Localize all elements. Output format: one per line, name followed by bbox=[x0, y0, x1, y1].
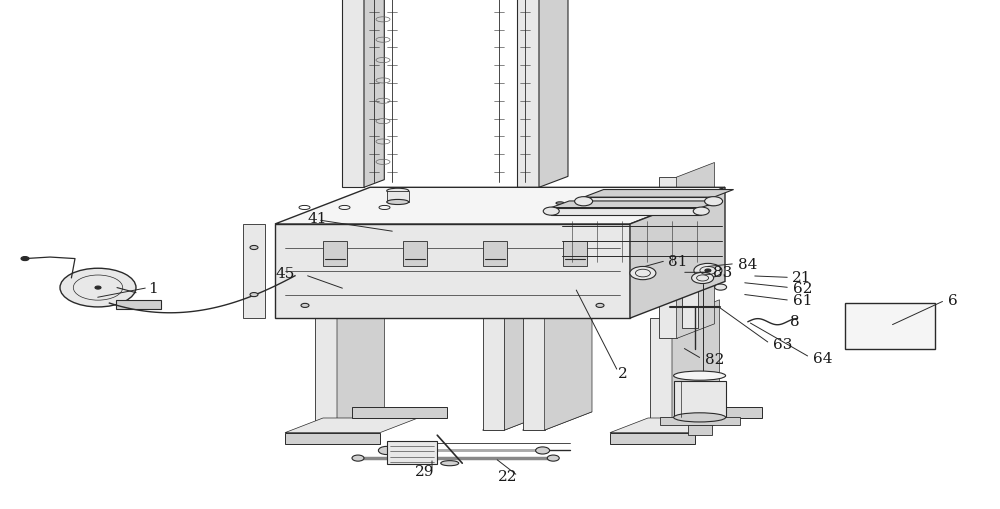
Ellipse shape bbox=[250, 293, 258, 297]
Ellipse shape bbox=[387, 200, 409, 205]
Bar bbox=[315, 318, 337, 430]
Text: 45: 45 bbox=[276, 267, 295, 281]
Text: 8: 8 bbox=[790, 315, 800, 329]
Bar bbox=[116, 300, 161, 309]
Text: 64: 64 bbox=[813, 352, 832, 366]
Polygon shape bbox=[630, 187, 725, 318]
Ellipse shape bbox=[556, 202, 564, 204]
Text: 6: 6 bbox=[948, 294, 958, 308]
Ellipse shape bbox=[694, 263, 722, 277]
Polygon shape bbox=[342, 0, 364, 187]
Bar bbox=[660, 417, 740, 425]
Ellipse shape bbox=[543, 207, 559, 215]
Polygon shape bbox=[364, 0, 384, 187]
Ellipse shape bbox=[387, 188, 409, 193]
Polygon shape bbox=[551, 201, 719, 208]
Polygon shape bbox=[504, 300, 552, 430]
Bar bbox=[682, 253, 698, 328]
Polygon shape bbox=[523, 412, 592, 430]
Ellipse shape bbox=[95, 286, 101, 289]
Ellipse shape bbox=[630, 266, 656, 279]
Polygon shape bbox=[584, 197, 714, 205]
Polygon shape bbox=[610, 418, 733, 433]
Ellipse shape bbox=[616, 202, 624, 204]
Ellipse shape bbox=[536, 447, 550, 454]
Polygon shape bbox=[676, 162, 714, 338]
Ellipse shape bbox=[693, 207, 709, 215]
Bar bbox=[387, 191, 409, 202]
Bar bbox=[403, 241, 427, 266]
Text: 82: 82 bbox=[705, 353, 724, 367]
Text: 63: 63 bbox=[773, 337, 792, 352]
Bar bbox=[845, 303, 935, 349]
Ellipse shape bbox=[636, 202, 644, 204]
Ellipse shape bbox=[674, 413, 726, 422]
Polygon shape bbox=[545, 300, 592, 430]
Ellipse shape bbox=[596, 202, 604, 204]
Bar bbox=[243, 224, 265, 318]
Ellipse shape bbox=[674, 371, 726, 380]
Text: 62: 62 bbox=[793, 282, 812, 296]
Ellipse shape bbox=[441, 461, 459, 466]
Ellipse shape bbox=[352, 455, 364, 461]
Bar bbox=[523, 318, 545, 430]
Ellipse shape bbox=[250, 245, 258, 249]
Polygon shape bbox=[539, 0, 568, 187]
Text: 61: 61 bbox=[793, 294, 812, 308]
Ellipse shape bbox=[547, 455, 559, 461]
Ellipse shape bbox=[378, 446, 394, 455]
Bar bbox=[563, 241, 587, 266]
Text: 21: 21 bbox=[792, 271, 812, 285]
Ellipse shape bbox=[715, 284, 727, 290]
Polygon shape bbox=[315, 412, 384, 430]
Bar bbox=[658, 177, 676, 338]
Text: 29: 29 bbox=[415, 465, 435, 479]
Polygon shape bbox=[275, 224, 630, 318]
Polygon shape bbox=[285, 418, 418, 433]
Bar bbox=[483, 241, 507, 266]
Polygon shape bbox=[650, 412, 719, 430]
Text: 81: 81 bbox=[668, 254, 687, 269]
Text: 84: 84 bbox=[738, 258, 757, 272]
Text: 2: 2 bbox=[618, 367, 628, 381]
Bar bbox=[650, 318, 672, 430]
Bar bbox=[323, 241, 347, 266]
Text: 41: 41 bbox=[308, 212, 328, 226]
Polygon shape bbox=[672, 300, 719, 430]
Ellipse shape bbox=[596, 303, 604, 307]
Polygon shape bbox=[337, 300, 384, 430]
Polygon shape bbox=[482, 412, 552, 430]
Text: 22: 22 bbox=[498, 470, 518, 485]
Polygon shape bbox=[551, 208, 701, 215]
Text: 1: 1 bbox=[148, 282, 158, 296]
Polygon shape bbox=[517, 0, 539, 187]
Polygon shape bbox=[610, 433, 695, 444]
Polygon shape bbox=[285, 433, 380, 444]
Bar bbox=[688, 425, 712, 435]
Polygon shape bbox=[352, 407, 446, 418]
Bar bbox=[387, 441, 437, 464]
Ellipse shape bbox=[60, 268, 136, 307]
Ellipse shape bbox=[705, 196, 723, 206]
Bar bbox=[482, 318, 504, 430]
Ellipse shape bbox=[301, 303, 309, 307]
Ellipse shape bbox=[692, 272, 714, 284]
Polygon shape bbox=[584, 189, 734, 197]
Polygon shape bbox=[677, 407, 762, 418]
Text: 83: 83 bbox=[713, 266, 732, 280]
Ellipse shape bbox=[705, 269, 711, 272]
Ellipse shape bbox=[576, 202, 584, 204]
Polygon shape bbox=[275, 187, 725, 224]
Ellipse shape bbox=[575, 196, 593, 206]
Ellipse shape bbox=[21, 257, 29, 261]
Bar bbox=[674, 381, 726, 417]
